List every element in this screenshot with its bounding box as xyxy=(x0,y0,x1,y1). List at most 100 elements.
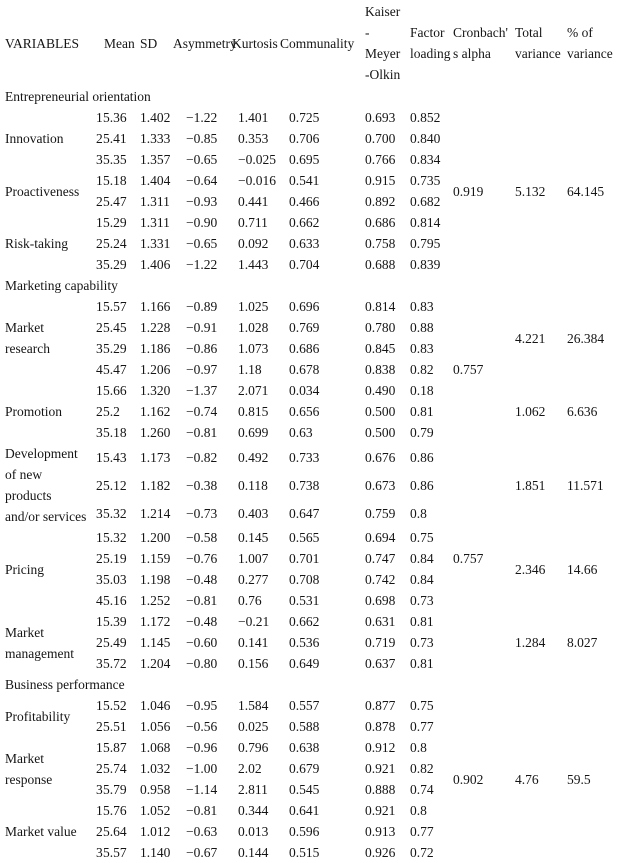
cell-kurtosis: 2.811 xyxy=(238,782,268,797)
cell-kmo: 0.698 xyxy=(365,593,396,608)
cell-asymmetry: −0.81 xyxy=(186,425,218,440)
table-row: Promotion 1 5.66 1.320 −1.37 2.071 0.034 0.490 0… xyxy=(0,380,622,419)
variable-name: Proactiveness xyxy=(5,183,80,199)
cell-asymmetry: −0.95 xyxy=(186,698,218,713)
cell-mean: 5.03 xyxy=(103,572,127,587)
cell-communality: 0.656 xyxy=(289,404,320,419)
cell-communality: 0.557 xyxy=(289,698,320,713)
col-header-pct-variance: % of variance xyxy=(567,25,613,61)
cell-item: 2 xyxy=(96,236,103,251)
cell-factor-loading: 0.8 xyxy=(410,803,427,818)
cell-item: 1 xyxy=(96,698,103,713)
cell-item: 2 xyxy=(96,551,103,566)
cell-kurtosis: 0.144 xyxy=(238,845,269,860)
variable-name: Pricing xyxy=(5,561,44,577)
cell-communality: 0.678 xyxy=(289,362,320,377)
cell-sd: 1.402 xyxy=(140,110,171,125)
cell-communality: 0.725 xyxy=(289,110,320,125)
section-title: Entrepreneurial orientation xyxy=(5,89,151,104)
table-row: 2 5.74 1.032 −1.00 2.02 0.679 0.921 0.82 xyxy=(0,758,622,779)
cell-item: 3 xyxy=(96,341,103,356)
cell-item: 4 xyxy=(96,593,103,608)
cell-asymmetry: −0.67 xyxy=(186,845,218,860)
cell-kurtosis: 2.02 xyxy=(238,761,262,776)
cell-communality: 0.649 xyxy=(289,656,320,671)
variable-name: Risk-taking xyxy=(5,236,68,251)
table-row: 2 5.51 1.056 −0.56 0.025 0.588 0.878 0.77 xyxy=(0,716,622,737)
cell-mean: 5.87 xyxy=(103,740,127,755)
cell-kmo: 0.892 xyxy=(365,194,396,209)
table-row: 3 5.35 1.357 −0.65 −0.025 0.695 0.766 0.834 xyxy=(0,149,622,170)
cell-factor-loading: 0.839 xyxy=(410,257,441,272)
cell-cronbachs-alpha: 0.902 xyxy=(453,771,484,787)
table-header: VARIABLES Mean SD Asymmetry Kurtosis Communal… xyxy=(0,0,622,86)
variable-name: Market management xyxy=(5,624,74,661)
cell-asymmetry: −0.64 xyxy=(186,173,218,188)
cell-kmo: 0.878 xyxy=(365,719,396,734)
cell-asymmetry: −0.76 xyxy=(186,551,218,566)
cell-sd: 1.228 xyxy=(140,320,171,335)
cell-asymmetry: −0.58 xyxy=(186,530,218,545)
table-row: 2 5.64 1.012 −0.63 0.013 0.596 0.913 0.77 xyxy=(0,821,622,842)
cell-asymmetry: −0.56 xyxy=(186,719,218,734)
cell-factor-loading: 0.682 xyxy=(410,194,441,209)
cell-asymmetry: −1.37 xyxy=(186,383,218,398)
cell-total-variance: 2.346 xyxy=(515,561,546,577)
cell-sd: 1.046 xyxy=(140,698,171,713)
cell-asymmetry: −0.96 xyxy=(186,740,218,755)
cell-cronbachs-alpha: 0.757 xyxy=(453,551,484,566)
cell-item: 2 xyxy=(96,477,103,493)
cell-factor-loading: 0.77 xyxy=(410,824,434,839)
cell-mean: 5.45 xyxy=(103,320,127,335)
cell-kurtosis: 2.071 xyxy=(238,383,269,398)
cell-mean: 5.52 xyxy=(103,698,127,713)
cell-mean: 5.35 xyxy=(103,152,127,167)
cell-kmo: 0.700 xyxy=(365,131,396,146)
variable-name: Market response xyxy=(5,750,53,787)
col-header-kmo: Kaiser - Meyer -Olkin xyxy=(365,4,401,82)
cell-factor-loading: 0.73 xyxy=(410,635,434,650)
cell-kmo: 0.888 xyxy=(365,782,396,797)
table-row: 2 5.24 1.331 −0.65 0.092 0.633 0.758 0.795 xyxy=(0,233,622,254)
table-row: 3 5.29 1.406 −1.22 1.443 0.704 0.688 0.839 xyxy=(0,254,622,275)
cell-mean: 5.18 xyxy=(103,425,127,440)
cell-factor-loading: 0.82 xyxy=(410,761,434,776)
cell-mean: 5.16 xyxy=(103,593,127,608)
col-header-factor-loading: Factor loading xyxy=(410,25,451,61)
table-row: Profitability 1 5.52 1.046 −0.95 1.584 0.557 0.… xyxy=(0,695,622,787)
cell-sd: 1.252 xyxy=(140,593,171,608)
table-row: 4 5.47 1.206 −0.97 1.18 0.678 0.838 0.82 xyxy=(0,359,622,380)
section-title: Marketing capability xyxy=(5,278,118,293)
cell-kmo: 0.913 xyxy=(365,824,396,839)
cell-kmo: 0.742 xyxy=(365,572,396,587)
cell-kmo: 0.637 xyxy=(365,656,396,671)
table-row: 2 5.49 1.145 −0.60 0.141 0.536 0.719 0.73 xyxy=(0,632,622,653)
cell-asymmetry: −0.74 xyxy=(186,404,218,419)
cell-sd: 1.012 xyxy=(140,824,171,839)
cell-factor-loading: 0.840 xyxy=(410,131,441,146)
cell-sd: 1.140 xyxy=(140,845,171,860)
table-row: Development of new products and/or servi… xyxy=(0,443,622,566)
cell-mean: 5.32 xyxy=(103,530,127,545)
cell-asymmetry: −0.48 xyxy=(186,572,218,587)
cell-factor-loading: 0.75 xyxy=(410,698,434,713)
cell-sd: 1.068 xyxy=(140,740,171,755)
cell-asymmetry: −0.80 xyxy=(186,656,218,671)
cell-kurtosis: 0.711 xyxy=(238,215,268,230)
cell-kurtosis: 0.141 xyxy=(238,635,269,650)
cell-kurtosis: 0.092 xyxy=(238,236,269,251)
cell-mean: 5.51 xyxy=(103,719,127,734)
cell-mean: 5.19 xyxy=(103,551,127,566)
cell-item: 2 xyxy=(96,761,103,776)
cell-mean: 5.43 xyxy=(103,449,127,465)
cell-factor-loading: 0.795 xyxy=(410,236,441,251)
cell-sd: 1.056 xyxy=(140,719,171,734)
cell-mean: 5.29 xyxy=(103,257,127,272)
cell-factor-loading: 0.8 xyxy=(410,740,427,755)
variable-name: Profitability xyxy=(5,708,71,724)
section-title-row: Marketing capability xyxy=(0,275,622,296)
cell-factor-loading: 0.852 xyxy=(410,110,441,125)
cell-factor-loading: 0.86 xyxy=(410,449,434,465)
cell-item: 3 xyxy=(96,425,103,440)
